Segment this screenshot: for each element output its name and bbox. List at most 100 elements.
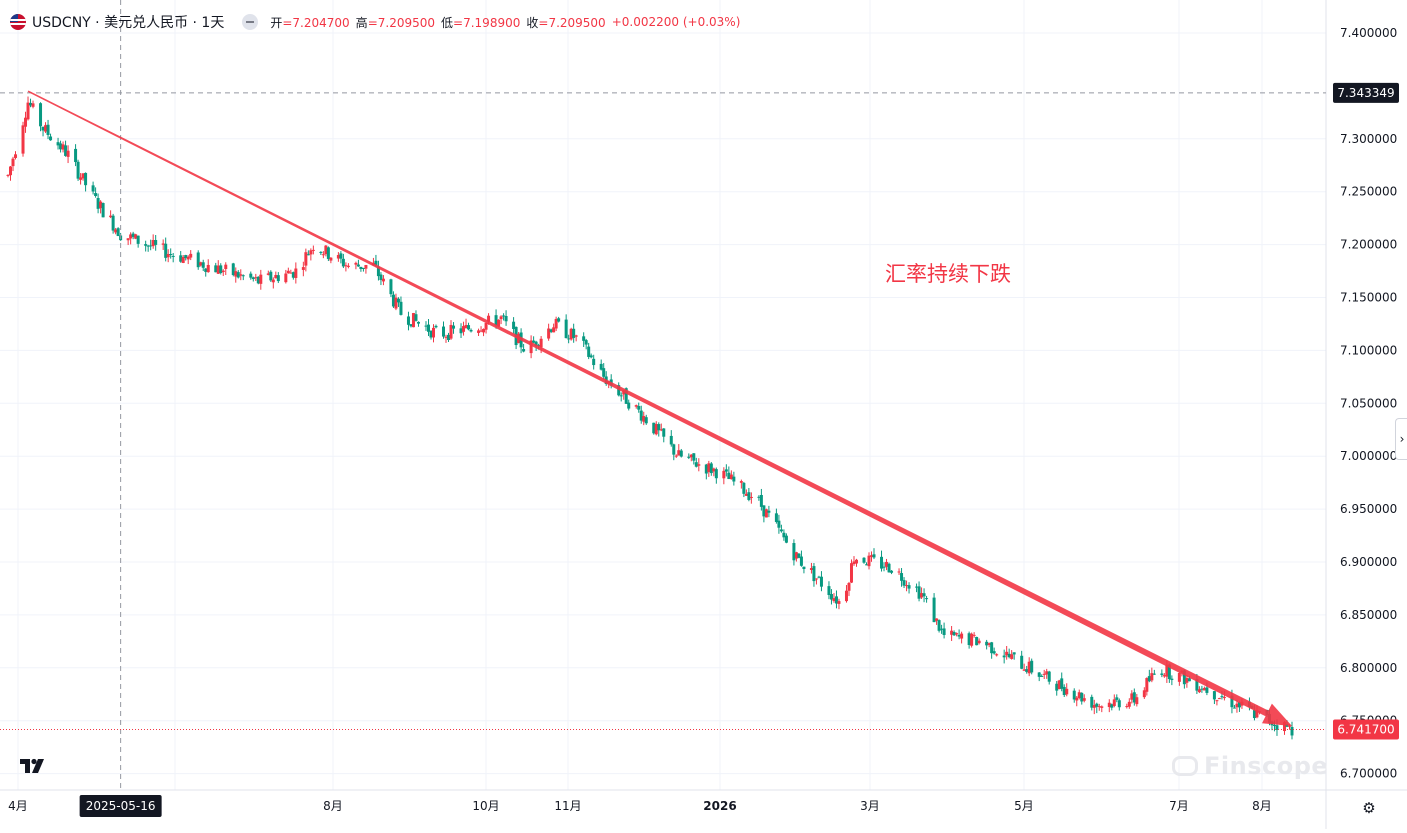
candle-body	[64, 145, 68, 156]
finscope-logo-icon	[1172, 756, 1198, 776]
candle-body	[236, 272, 240, 278]
candle-body	[799, 556, 803, 566]
candle-body	[201, 262, 205, 268]
candle-body	[764, 509, 768, 518]
candle-body	[957, 634, 961, 637]
candle-body	[1007, 653, 1011, 658]
candle-body	[567, 338, 571, 340]
settings-gear-icon[interactable]: ⚙	[1362, 799, 1376, 817]
candle-body	[344, 265, 348, 267]
chevron-right-icon[interactable]: ›	[1395, 418, 1407, 460]
candle-body	[354, 262, 358, 265]
candle-body	[1217, 698, 1221, 700]
candle-body	[291, 272, 295, 278]
candle-body	[46, 124, 50, 135]
candle-body	[376, 266, 380, 277]
candle-body	[487, 315, 491, 322]
candle-body	[809, 568, 813, 570]
trend-annotation-text[interactable]: 汇率持续下跌	[885, 262, 1011, 286]
candle-body	[1062, 686, 1066, 696]
candle-body	[724, 469, 728, 472]
y-tick-label: 7.200000	[1340, 238, 1397, 252]
tradingview-logo-icon[interactable]	[18, 756, 46, 780]
candle-body	[827, 586, 831, 595]
candle-body	[922, 593, 926, 597]
last-price-label-bg	[1333, 719, 1399, 740]
candle-body	[414, 314, 418, 321]
candle-body	[677, 450, 681, 456]
candle-body	[346, 265, 350, 267]
candle-body	[1135, 697, 1139, 705]
candle-body	[1080, 692, 1084, 702]
candle-body	[224, 264, 228, 270]
candle-body	[269, 271, 273, 281]
candle-body	[1205, 687, 1209, 693]
candle-body	[584, 340, 588, 345]
crosshair-date-label: 2025-05-16	[86, 799, 156, 813]
candle-body	[166, 254, 170, 258]
eye-icon[interactable]	[242, 14, 259, 30]
candle-body	[6, 174, 10, 176]
candle-body	[9, 166, 13, 176]
candle-body	[1165, 664, 1169, 677]
us-cn-flag-icon	[10, 14, 26, 30]
candle-body	[1182, 670, 1186, 685]
candle-body	[459, 328, 463, 334]
candle-body	[1275, 725, 1279, 730]
candle-body	[101, 203, 105, 218]
candle-body	[1235, 703, 1239, 708]
candle-body	[652, 422, 656, 434]
candle-body	[662, 428, 666, 437]
candle-body	[987, 643, 991, 645]
candle-body	[14, 154, 18, 158]
candle-body	[154, 240, 158, 245]
candle-body	[394, 297, 398, 309]
candle-body	[1075, 697, 1079, 701]
candle-body	[990, 642, 994, 654]
candle-body	[129, 234, 133, 239]
candle-body	[870, 555, 874, 557]
candle-body	[539, 338, 543, 348]
candle-body	[950, 630, 954, 635]
candle-body	[1232, 707, 1236, 709]
trend-arrow[interactable]	[27, 90, 1293, 727]
candle-body	[1040, 675, 1044, 677]
symbol-title[interactable]: USDCNY · 美元兑人民币 · 1天	[32, 15, 225, 31]
candle-body	[79, 177, 83, 180]
crosshair-price-label-bg	[1333, 82, 1399, 103]
candle-body	[817, 576, 821, 578]
candle-body	[99, 201, 103, 209]
candle-body	[955, 633, 959, 635]
candle-body	[1150, 673, 1154, 681]
candle-body	[411, 313, 415, 328]
candle-body	[249, 273, 253, 278]
candle-body	[1030, 660, 1034, 673]
candle-body	[1055, 683, 1059, 691]
candle-body	[91, 185, 95, 192]
candle-body	[902, 580, 906, 586]
candle-body	[109, 215, 113, 218]
candle-body	[915, 586, 919, 588]
candle-body	[704, 464, 708, 474]
candle-body	[722, 470, 726, 479]
x-tick-label: 10月	[472, 799, 499, 813]
candle-body	[917, 586, 921, 599]
y-tick-label: 6.700000	[1340, 767, 1397, 781]
x-tick-label: 8月	[1252, 799, 1272, 813]
candle-body	[672, 444, 676, 455]
candle-body	[76, 161, 80, 179]
candle-body	[624, 388, 628, 404]
candle-body	[1047, 671, 1051, 682]
candle-body	[66, 150, 70, 157]
candle-body	[709, 463, 713, 474]
candle-body	[326, 247, 330, 259]
candle-body	[920, 593, 924, 598]
candle-body	[234, 271, 238, 277]
x-tick-label: 4月	[8, 799, 28, 813]
candle-body	[712, 468, 716, 472]
candle-body	[1110, 704, 1114, 708]
candle-body	[644, 417, 648, 424]
candle-body	[389, 279, 393, 295]
